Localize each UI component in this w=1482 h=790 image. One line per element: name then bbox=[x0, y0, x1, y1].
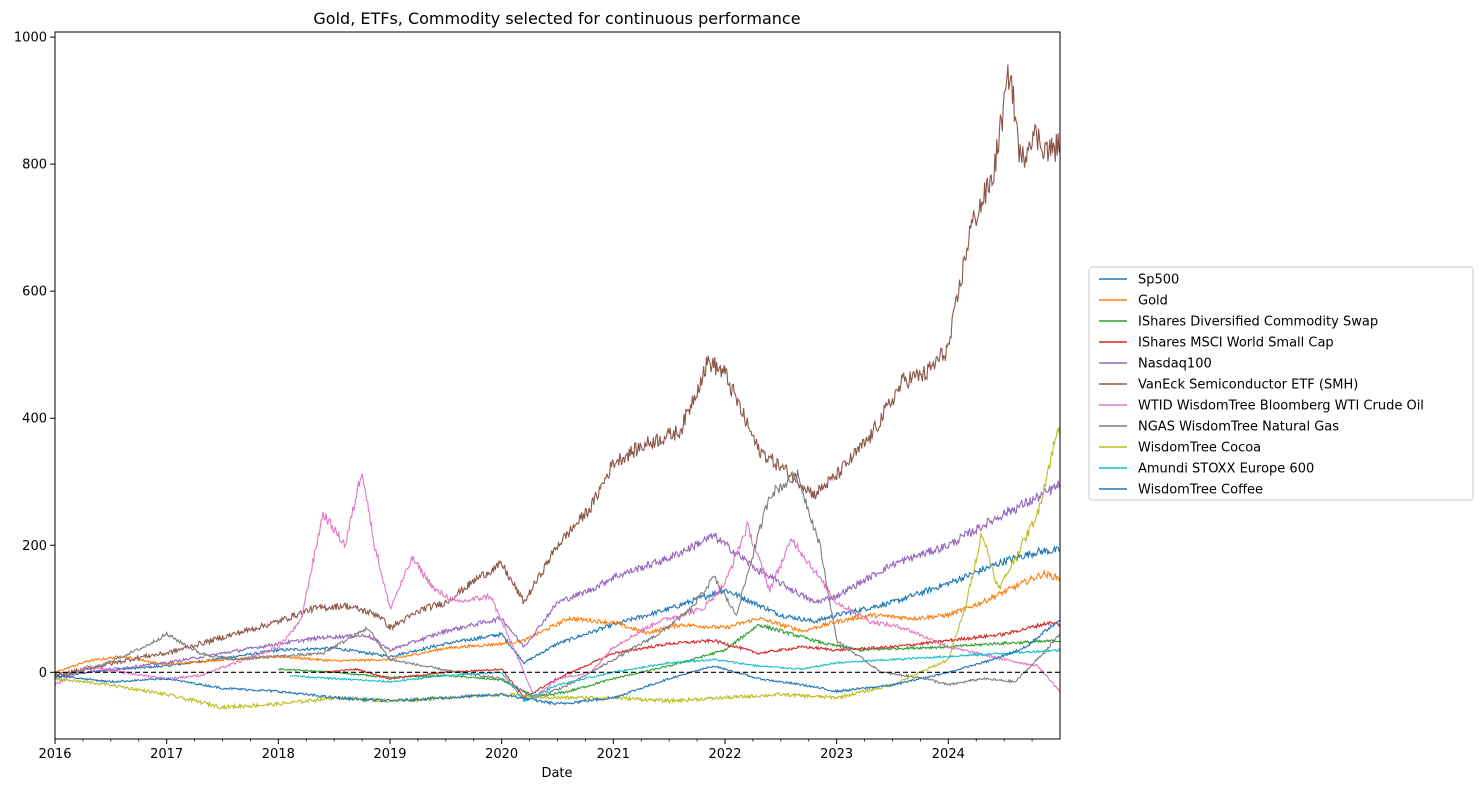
x-tick-label: 2017 bbox=[150, 747, 183, 762]
legend-frame bbox=[1088, 266, 1474, 501]
legend-label: WisdomTree Cocoa bbox=[1138, 441, 1261, 456]
y-axis: 0 200 400 600 800 1000 bbox=[14, 31, 55, 681]
y-tick-label: 1000 bbox=[14, 31, 47, 46]
y-tick-label: 800 bbox=[22, 158, 47, 173]
series-line-8 bbox=[55, 469, 1060, 699]
x-tick-label: 2024 bbox=[932, 747, 965, 762]
series-line-1 bbox=[55, 545, 1060, 679]
legend-label: Amundi STOXX Europe 600 bbox=[1138, 462, 1314, 477]
series-line-10 bbox=[289, 648, 1060, 703]
x-tick-label: 2018 bbox=[262, 747, 295, 762]
legend: Sp500 Gold IShares Diversified Commodity S… bbox=[1088, 266, 1474, 501]
y-tick-label: 400 bbox=[22, 412, 47, 427]
legend-label: WTID WisdomTree Bloomberg WTI Crude Oil bbox=[1138, 399, 1424, 414]
y-tick-label: 0 bbox=[39, 666, 47, 681]
series-line-2 bbox=[55, 569, 1060, 674]
x-tick-label: 2023 bbox=[820, 747, 853, 762]
chart-title: Gold, ETFs, Commodity selected for conti… bbox=[313, 9, 800, 28]
x-tick-label: 2019 bbox=[373, 747, 406, 762]
legend-label: Gold bbox=[1138, 294, 1168, 309]
legend-label: Sp500 bbox=[1138, 273, 1179, 288]
series-line-9 bbox=[55, 424, 1060, 711]
series-line-5 bbox=[55, 480, 1060, 677]
x-tick-label: 2016 bbox=[38, 747, 71, 762]
x-tick-label: 2021 bbox=[597, 747, 630, 762]
x-tick-label: 2020 bbox=[485, 747, 518, 762]
y-tick-label: 200 bbox=[22, 539, 47, 554]
legend-label: IShares Diversified Commodity Swap bbox=[1138, 315, 1378, 330]
legend-label: WisdomTree Coffee bbox=[1138, 483, 1263, 498]
series-line-7 bbox=[55, 473, 1060, 700]
x-axis: 2016 2017 2018 2019 2020 2021 2022 2023 2024 bbox=[38, 739, 1033, 762]
x-axis-label: Date bbox=[541, 766, 572, 781]
legend-label: VanEck Semiconductor ETF (SMH) bbox=[1138, 378, 1358, 393]
x-tick-label: 2022 bbox=[708, 747, 741, 762]
series-line-6 bbox=[55, 64, 1060, 678]
legend-label: NGAS WisdomTree Natural Gas bbox=[1138, 420, 1339, 435]
series-line-11 bbox=[55, 619, 1060, 706]
series-layer bbox=[55, 64, 1060, 711]
legend-label: IShares MSCI World Small Cap bbox=[1138, 336, 1334, 351]
y-tick-label: 600 bbox=[22, 285, 47, 300]
legend-label: Nasdaq100 bbox=[1138, 357, 1212, 372]
